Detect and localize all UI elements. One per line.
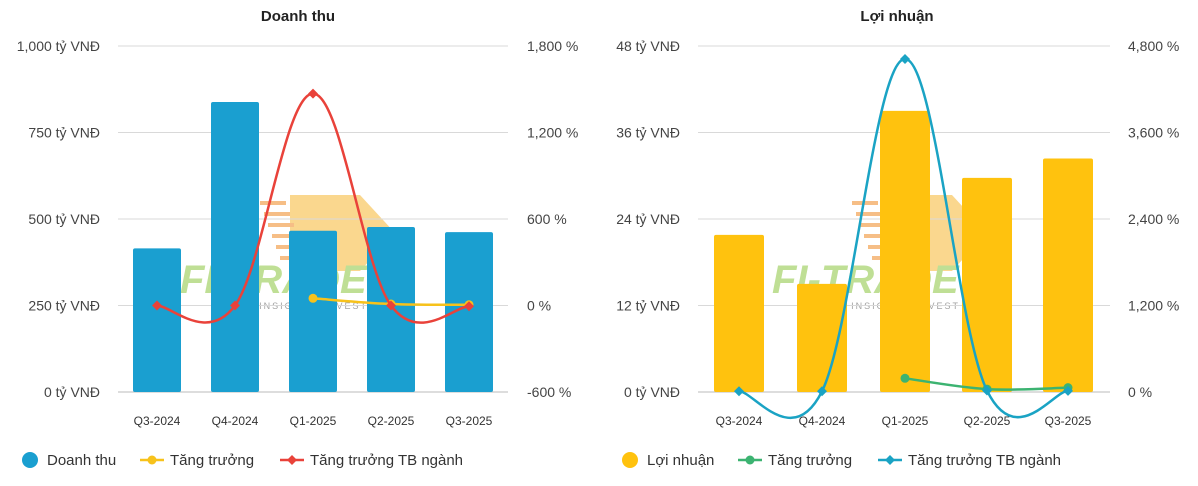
legend-item-bar[interactable]: Doanh thu	[22, 452, 116, 469]
legend: Lợi nhuận Tăng trưởng Tăng trưởng TB ngành	[622, 452, 1061, 469]
x-tick-label: Q3-2025	[1045, 414, 1092, 428]
legend-item-line[interactable]: Tăng trưởng	[140, 452, 254, 469]
line-point-diamond[interactable]	[734, 386, 744, 397]
bar-Q4-2024[interactable]	[211, 102, 259, 392]
bar-Q3-2024[interactable]	[133, 248, 181, 392]
legend-marker-circle	[147, 455, 157, 465]
x-tick-label: Q3-2025	[446, 414, 493, 428]
line-point-diamond[interactable]	[308, 88, 318, 99]
watermark-stripe	[860, 223, 886, 227]
left-tick-label: 0 tỷ VNĐ	[624, 384, 680, 400]
left-tick-label: 500 tỷ VNĐ	[28, 211, 100, 227]
legend-label: Lợi nhuận	[647, 452, 714, 469]
legend-marker-diamond	[287, 455, 297, 465]
line-point-diamond[interactable]	[386, 300, 396, 311]
line-point-diamond[interactable]	[1063, 385, 1073, 396]
bar-Q1-2025[interactable]	[880, 110, 930, 392]
left-tick-label: 0 tỷ VNĐ	[44, 384, 100, 400]
legend-label: Tăng trưởng	[768, 452, 852, 469]
legend-item-bar[interactable]: Lợi nhuận	[622, 452, 714, 469]
watermark-stripe	[852, 201, 878, 205]
legend-item-line[interactable]: Tăng trưởng TB ngành	[878, 452, 1061, 469]
line-point-diamond[interactable]	[817, 386, 827, 397]
line-point-diamond[interactable]	[982, 385, 992, 396]
legend-label: Tăng trưởng TB ngành	[310, 452, 463, 469]
bar-Q3-2024[interactable]	[714, 234, 764, 392]
watermark-stripe	[856, 212, 882, 216]
left-tick-label: 750 tỷ VNĐ	[28, 125, 100, 141]
legend-label: Doanh thu	[47, 452, 116, 469]
left-tick-label: 24 tỷ VNĐ	[616, 211, 680, 227]
chart-title: Lợi nhuận	[860, 8, 933, 25]
bar-Q4-2024[interactable]	[797, 283, 847, 392]
right-tick-label: 4,800 %	[1128, 38, 1179, 54]
x-tick-label: Q1-2025	[882, 414, 929, 428]
line-point-circle[interactable]	[900, 373, 910, 383]
x-tick-label: Q2-2025	[368, 414, 415, 428]
x-tick-label: Q4-2024	[212, 414, 259, 428]
bar-Q3-2025[interactable]	[445, 232, 493, 392]
line-point-diamond[interactable]	[230, 300, 240, 311]
watermark-stripe	[264, 212, 290, 216]
line-point-diamond[interactable]	[900, 53, 910, 64]
x-tick-label: Q3-2024	[716, 414, 763, 428]
bar-Q3-2025[interactable]	[1043, 158, 1093, 392]
chart-loi-nhuan: Lợi nhuận 0 tỷ VNĐ 12 tỷ VNĐ 24 tỷ VNĐ 36 tỷ…	[616, 8, 1179, 469]
right-tick-label: 600 %	[527, 211, 567, 227]
watermark-brand: FI-TRADE	[180, 258, 368, 302]
watermark-stripe	[260, 201, 286, 205]
right-tick-label: 1,200 %	[527, 125, 578, 141]
left-tick-label: 1,000 tỷ VNĐ	[17, 38, 100, 54]
line-point-diamond[interactable]	[152, 300, 162, 311]
legend-marker-circle	[745, 455, 755, 465]
x-tick-label: Q1-2025	[290, 414, 337, 428]
right-tick-label: 0 %	[527, 298, 551, 314]
left-tick-label: 48 tỷ VNĐ	[616, 38, 680, 54]
chart-doanh-thu: Doanh thu 0 tỷ VNĐ 250 tỷ VNĐ 500 tỷ VNĐ 750…	[17, 8, 579, 469]
legend-item-line[interactable]: Tăng trưởng TB ngành	[280, 452, 463, 469]
left-tick-label: 36 tỷ VNĐ	[616, 125, 680, 141]
legend: Doanh thu Tăng trưởng Tăng trưởng TB ngành	[22, 452, 463, 469]
legend-label: Tăng trưởng TB ngành	[908, 452, 1061, 469]
right-tick-label: 1,800 %	[527, 38, 578, 54]
legend-bar-icon	[622, 452, 638, 468]
line-point-diamond[interactable]	[464, 301, 474, 312]
watermark-stripe	[864, 234, 890, 238]
chart-title: Doanh thu	[261, 8, 335, 25]
right-tick-label: 1,200 %	[1128, 298, 1179, 314]
x-tick-label: Q3-2024	[134, 414, 181, 428]
line-point-circle[interactable]	[308, 293, 318, 303]
right-tick-label: 0 %	[1128, 384, 1152, 400]
left-tick-label: 12 tỷ VNĐ	[616, 298, 680, 314]
bar-Q2-2025[interactable]	[962, 177, 1012, 392]
bar-Q1-2025[interactable]	[289, 230, 337, 392]
legend-marker-diamond	[885, 455, 895, 465]
left-tick-label: 250 tỷ VNĐ	[28, 298, 100, 314]
right-tick-label: -600 %	[527, 384, 571, 400]
x-tick-label: Q4-2024	[799, 414, 846, 428]
right-tick-label: 3,600 %	[1128, 125, 1179, 141]
watermark-stripe	[272, 234, 298, 238]
legend-bar-icon	[22, 452, 38, 468]
x-tick-label: Q2-2025	[964, 414, 1011, 428]
legend-label: Tăng trưởng	[170, 452, 254, 469]
right-tick-label: 2,400 %	[1128, 211, 1179, 227]
watermark-stripe	[268, 223, 294, 227]
legend-item-line[interactable]: Tăng trưởng	[738, 452, 852, 469]
